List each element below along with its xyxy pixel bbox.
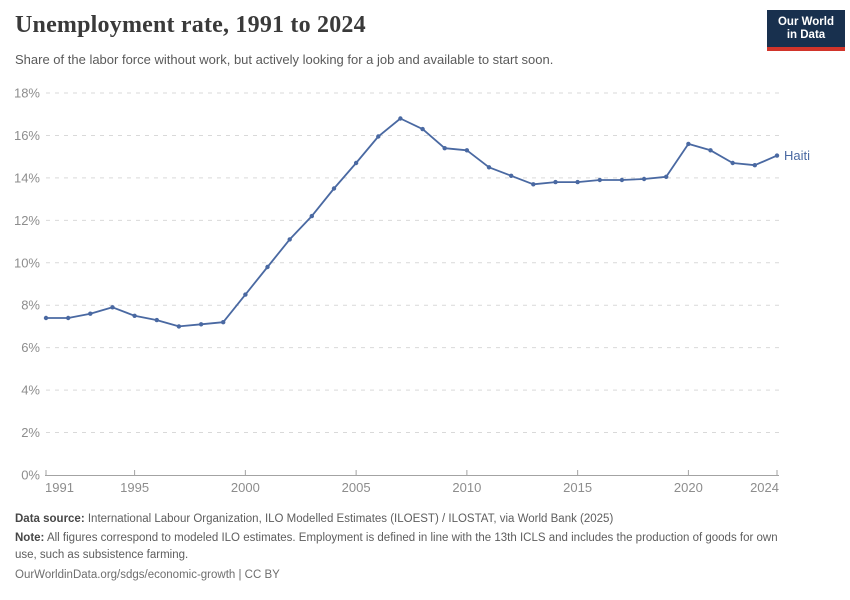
data-point-2014 <box>553 179 558 185</box>
entity-label-haiti[interactable]: Haiti <box>784 148 810 163</box>
data-point-2002 <box>287 237 292 242</box>
data-point-2021 <box>708 148 713 153</box>
data-point-2005 <box>353 160 359 166</box>
data-point-2018 <box>641 176 647 182</box>
datasource-label: Data source: <box>15 513 85 525</box>
y-tick-label: 10% <box>14 255 40 270</box>
y-tick-label: 0% <box>21 468 40 483</box>
data-point-2024 <box>774 153 780 158</box>
data-point-2006 <box>376 134 381 139</box>
data-point-2007 <box>398 116 403 121</box>
y-tick-label: 16% <box>14 128 40 143</box>
datasource-line: Data source: International Labour Organi… <box>15 511 785 528</box>
data-point-2022 <box>730 160 735 166</box>
x-tick-label: 2015 <box>563 480 592 495</box>
x-tick-label: 1991 <box>45 480 74 495</box>
data-point-1995 <box>132 313 137 318</box>
data-point-2017 <box>619 177 625 183</box>
data-point-1992 <box>66 315 71 321</box>
x-tick-label: 2005 <box>342 480 371 495</box>
x-tick-label: 1995 <box>120 480 149 495</box>
page-title: Unemployment rate, 1991 to 2024 <box>15 12 366 38</box>
x-tick-label: 2020 <box>674 480 703 495</box>
data-point-1999 <box>221 320 226 325</box>
y-tick-label: 2% <box>21 425 40 440</box>
data-point-2009 <box>442 146 447 151</box>
data-point-2010 <box>464 148 470 153</box>
data-point-2012 <box>509 173 514 178</box>
data-point-1996 <box>154 317 159 323</box>
owid-link[interactable]: OurWorldinData.org/sdgs/economic-growth … <box>15 569 280 581</box>
note-text: All figures correspond to modeled ILO es… <box>15 532 778 561</box>
chart-footer: Data source: International Labour Organi… <box>15 511 785 586</box>
data-point-2019 <box>664 174 669 179</box>
data-point-1991 <box>43 315 49 321</box>
y-tick-label: 4% <box>21 383 40 398</box>
note-line: Note: All figures correspond to modeled … <box>15 530 785 564</box>
data-point-2015 <box>575 179 580 185</box>
data-point-2013 <box>531 182 536 187</box>
data-point-1997 <box>176 324 182 329</box>
owid-logo-line1: Our World <box>777 16 834 28</box>
note-label: Note: <box>15 532 45 544</box>
data-point-2000 <box>243 292 248 297</box>
y-tick-label: 8% <box>21 298 40 313</box>
data-point-2020 <box>686 141 691 147</box>
datasource-text: International Labour Organization, ILO M… <box>84 513 614 525</box>
data-point-2011 <box>486 165 492 170</box>
data-point-2023 <box>752 163 757 168</box>
series-line-haiti <box>45 117 778 328</box>
y-tick-label: 6% <box>21 340 40 355</box>
data-point-2003 <box>309 213 314 219</box>
data-point-1998 <box>198 322 204 327</box>
x-tick-label: 2024 <box>750 480 779 495</box>
y-tick-label: 12% <box>14 213 40 228</box>
data-point-2001 <box>265 264 270 270</box>
data-point-2004 <box>331 186 337 191</box>
data-point-2008 <box>420 126 425 132</box>
y-tick-label: 14% <box>14 170 40 185</box>
data-point-1993 <box>88 311 93 316</box>
owid-logo: Our World in Data <box>767 10 845 51</box>
x-tick-label: 2010 <box>452 480 481 495</box>
owid-logo-line2: in Data <box>786 29 826 41</box>
y-tick-label: 18% <box>14 86 40 101</box>
x-tick-label: 2000 <box>231 480 260 495</box>
data-point-2016 <box>597 177 602 183</box>
data-point-1994 <box>110 305 115 310</box>
chart-subtitle: Share of the labor force without work, b… <box>15 52 554 67</box>
